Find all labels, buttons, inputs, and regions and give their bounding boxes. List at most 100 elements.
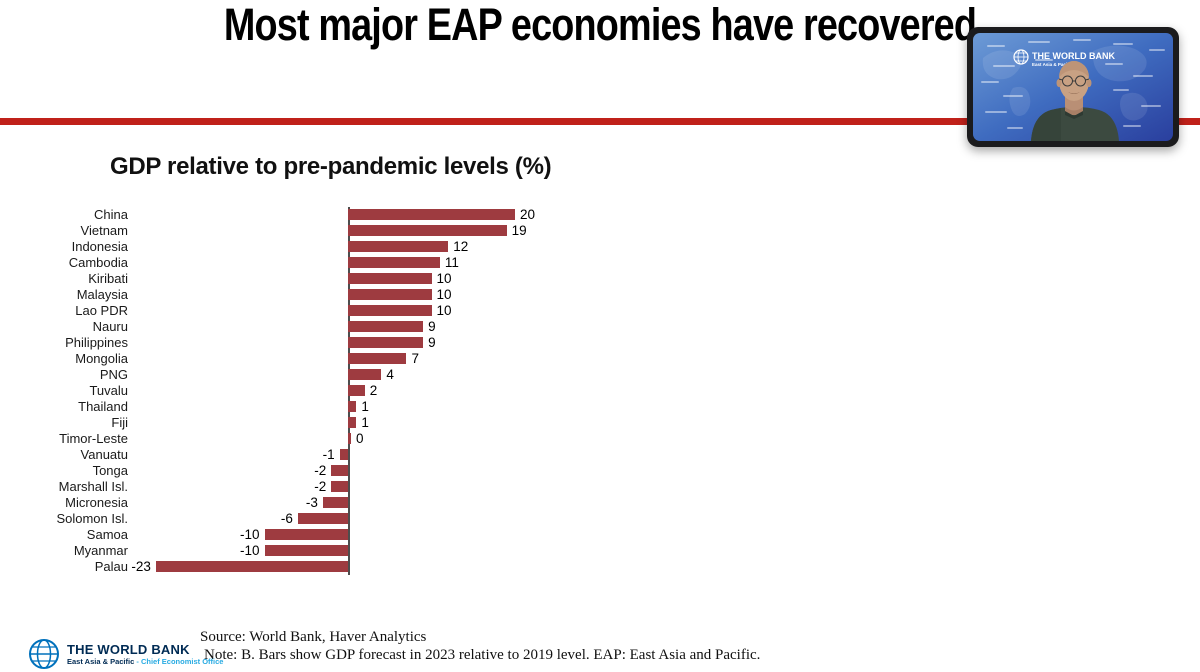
worldbank-logo-subtitle: East Asia & Pacific - Chief Economist Of… — [67, 656, 224, 666]
speaker-video-overlay[interactable]: THE WORLD BANK East Asia & Pacific — [967, 27, 1179, 147]
bar-area: 11 — [128, 255, 615, 271]
bar-area: -10 — [128, 527, 615, 543]
page-title: Most major EAP economies have recovered — [223, 0, 977, 50]
source-note: Source: World Bank, Haver Analytics Note… — [200, 628, 760, 664]
bar-area: 7 — [128, 351, 615, 367]
bar — [297, 513, 348, 524]
bar — [348, 337, 424, 348]
bar-area: 1 — [128, 415, 615, 431]
bar — [155, 561, 348, 572]
category-label: Philippines — [65, 335, 128, 350]
category-label: Malaysia — [76, 287, 128, 302]
bar — [348, 353, 407, 364]
worldbank-globe-icon — [29, 639, 59, 669]
glasses — [1058, 75, 1090, 87]
chart-row: Solomon Isl. -6 — [35, 511, 615, 527]
category-label: Myanmar — [73, 543, 128, 558]
bar-area: 10 — [128, 271, 615, 287]
bar — [348, 369, 382, 380]
speaker-video: THE WORLD BANK East Asia & Pacific — [973, 33, 1173, 141]
svg-text:East Asia & Pacific: East Asia & Pacific — [1032, 62, 1073, 67]
backdrop-labels — [981, 39, 1165, 129]
value-label: 0 — [356, 431, 364, 446]
value-label: 19 — [511, 223, 527, 238]
divider-line — [0, 118, 1200, 125]
chart-row: Palau -23 — [35, 559, 615, 575]
value-label: 11 — [444, 255, 459, 270]
chart-row: Marshall Isl. -2 — [35, 479, 615, 495]
bar-area: 10 — [128, 287, 615, 303]
category-label: Vietnam — [80, 223, 128, 238]
value-label: -10 — [239, 527, 260, 542]
gdp-bar-chart: China 20 Vietnam 19 Indonesia 12 Cambodia 11 Kir… — [35, 207, 615, 575]
value-label: 12 — [453, 239, 469, 254]
category-label: Samoa — [86, 527, 128, 542]
category-label: Tonga — [92, 463, 128, 478]
bar — [348, 401, 357, 412]
value-label: 9 — [428, 319, 436, 334]
value-label: -23 — [131, 559, 151, 574]
source-line: Source: World Bank, Haver Analytics — [200, 629, 427, 645]
category-label: Thailand — [78, 399, 128, 414]
value-label: 1 — [361, 415, 369, 430]
bar — [264, 545, 348, 556]
bar-area: 19 — [128, 223, 615, 239]
video-worldbank-logo: THE WORLD BANK East Asia & Pacific — [1013, 49, 1115, 67]
category-label: Tuvalu — [89, 383, 128, 398]
value-label: 7 — [411, 351, 419, 366]
bar-area: 0 — [128, 431, 615, 447]
bar-area: -1 — [128, 447, 615, 463]
bar — [348, 305, 432, 316]
chart-row: Thailand 1 — [35, 399, 615, 415]
bar-area: 9 — [128, 335, 615, 351]
chart-title: GDP relative to pre-pandemic levels (%) — [110, 153, 552, 180]
bar — [348, 385, 365, 396]
value-label: -10 — [239, 543, 260, 558]
chart-row: Nauru 9 — [35, 319, 615, 335]
chart-row: Kiribati 10 — [35, 271, 615, 287]
bar — [264, 529, 348, 540]
bar — [348, 225, 507, 236]
bar-area: 9 — [128, 319, 615, 335]
bar-area: -6 — [128, 511, 615, 527]
bar — [339, 449, 348, 460]
category-label: Timor-Leste — [59, 431, 128, 446]
value-label: 9 — [428, 335, 436, 350]
chart-row: Fiji 1 — [35, 415, 615, 431]
chart-row: Tuvalu 2 — [35, 383, 615, 399]
value-label: 10 — [436, 303, 452, 318]
category-label: Mongolia — [75, 351, 128, 366]
bar-area: -2 — [128, 463, 615, 479]
value-label: -6 — [280, 511, 293, 526]
bar — [348, 273, 432, 284]
bar — [348, 241, 449, 252]
bar — [348, 257, 440, 268]
bar — [331, 481, 348, 492]
value-label: -2 — [314, 479, 327, 494]
category-label: Nauru — [92, 319, 128, 334]
chart-row: Malaysia 10 — [35, 287, 615, 303]
bar-area: 20 — [128, 207, 615, 223]
bar — [348, 417, 357, 428]
bar — [348, 321, 424, 332]
worldbank-logo-title: THE WORLD BANK — [67, 641, 190, 657]
value-label: 10 — [436, 271, 452, 286]
bar — [322, 497, 348, 508]
category-label: PNG — [99, 367, 128, 382]
bar-area: 12 — [128, 239, 615, 255]
category-label: Palau — [94, 559, 128, 574]
chart-row: China 20 — [35, 207, 615, 223]
chart-row: PNG 4 — [35, 367, 615, 383]
chart-row: Micronesia -3 — [35, 495, 615, 511]
bar — [331, 465, 348, 476]
category-label: Kiribati — [88, 271, 128, 286]
svg-text:THE WORLD BANK: THE WORLD BANK — [1032, 51, 1115, 61]
category-label: China — [94, 207, 128, 222]
value-label: 1 — [361, 399, 369, 414]
category-label: Cambodia — [68, 255, 128, 270]
chart-row: Vietnam 19 — [35, 223, 615, 239]
bar-area: 1 — [128, 399, 615, 415]
bar-area: -10 — [128, 543, 615, 559]
chart-row: Samoa -10 — [35, 527, 615, 543]
